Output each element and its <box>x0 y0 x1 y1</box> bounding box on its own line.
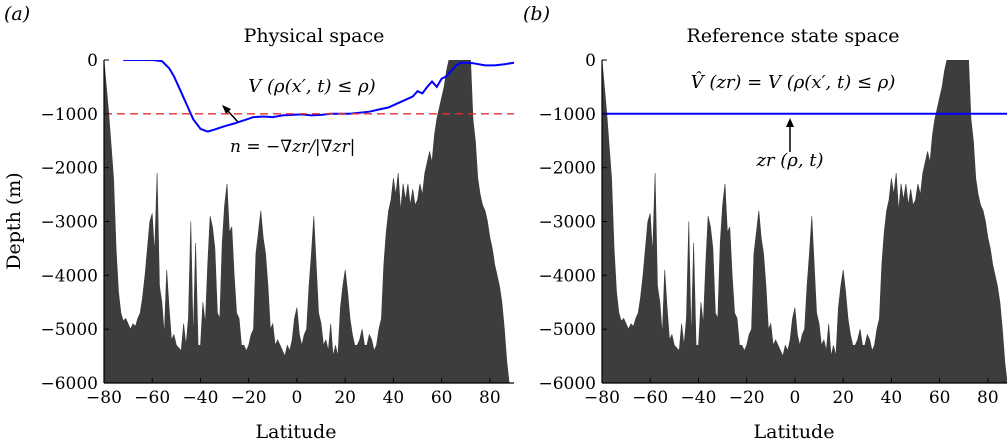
x-tick-label-a: 20 <box>334 388 356 408</box>
y-tick-label-a: −5000 <box>40 320 98 340</box>
panel-title-a: Physical space <box>244 25 385 47</box>
plot-content-b <box>602 60 1007 383</box>
x-tick-label-b: 40 <box>881 388 903 408</box>
y-tick-label-a: −2000 <box>40 159 98 179</box>
x-axis-label-b: Latitude <box>754 421 835 443</box>
panel-label-b: (b) <box>523 3 550 25</box>
x-tick-label-b: 80 <box>977 388 999 408</box>
x-tick-label-a: −20 <box>231 388 267 408</box>
x-tick-label-b: 20 <box>832 388 854 408</box>
panel-label-a: (a) <box>4 3 30 25</box>
panel-title-b: Reference state space <box>686 25 899 47</box>
panel-physical-space: (a) Physical space Depth (m) Latitude 0 −… <box>3 3 514 443</box>
annotations-physical: V (ρ(x′, t) ≤ ρ) n = −∇zr/|∇zr| <box>222 76 376 157</box>
x-tick-label-b: 60 <box>929 388 951 408</box>
y-tick-label-b: −5000 <box>538 320 596 340</box>
y-tick-label-a: −6000 <box>40 374 98 394</box>
x-tick-label-a: 0 <box>292 388 303 408</box>
x-tick-label-b: 0 <box>790 388 801 408</box>
x-tick-label-b: −60 <box>632 388 668 408</box>
reference-volume-annotation: V̂ (zr) = V (ρ(x′, t) ≤ ρ) <box>691 71 896 93</box>
reference-depth-annotation: zr (ρ, t) <box>755 150 823 171</box>
volume-annotation: V (ρ(x′, t) ≤ ρ) <box>248 76 375 97</box>
y-tick-label-b: −3000 <box>538 213 596 233</box>
x-tick-label-a: 40 <box>383 388 405 408</box>
x-axis-label-a: Latitude <box>256 421 337 443</box>
x-tick-label-b: −80 <box>584 388 620 408</box>
reference-level-arrowhead <box>786 118 794 127</box>
x-tick-label-a: 60 <box>431 388 453 408</box>
normal-vector-arrow <box>226 109 239 123</box>
normal-vector-annotation: n = −∇zr/|∇zr| <box>230 137 355 157</box>
y-axis-label: Depth (m) <box>3 172 25 269</box>
y-tick-label-b: −1000 <box>538 105 596 125</box>
x-tick-label-b: −20 <box>729 388 765 408</box>
y-tick-label-b: −2000 <box>538 159 596 179</box>
y-tick-label-a: −3000 <box>40 213 98 233</box>
bathymetry-area-b <box>602 60 1007 383</box>
annotations-reference: V̂ (zr) = V (ρ(x′, t) ≤ ρ) zr (ρ, t) <box>691 71 896 171</box>
x-tick-label-a: −60 <box>134 388 170 408</box>
y-tick-label-b: 0 <box>585 51 596 71</box>
x-tick-label-b: −40 <box>681 388 717 408</box>
bathymetry-area-a <box>104 60 510 383</box>
y-tick-label-a: −1000 <box>40 105 98 125</box>
x-tick-label-a: −80 <box>86 388 122 408</box>
y-tick-label-b: −4000 <box>538 266 596 286</box>
y-tick-label-b: −6000 <box>538 374 596 394</box>
plot-area-physical: 0 −1000 −2000 −3000 −4000 −5000 −6000−80 −60 −40… <box>40 51 514 408</box>
plot-area-reference: 0 −1000 −2000 −3000 −4000 −5000 −6000−80 −60 −40… <box>538 51 1007 408</box>
x-tick-label-a: 80 <box>479 388 501 408</box>
normal-vector-arrowhead <box>222 105 231 114</box>
x-tick-label-a: −40 <box>183 388 219 408</box>
plot-content-a <box>104 60 514 383</box>
panel-reference-state: (b) Reference state space Latitude 0 −100… <box>523 3 1007 443</box>
y-tick-label-a: 0 <box>87 51 98 71</box>
y-tick-label-a: −4000 <box>40 266 98 286</box>
